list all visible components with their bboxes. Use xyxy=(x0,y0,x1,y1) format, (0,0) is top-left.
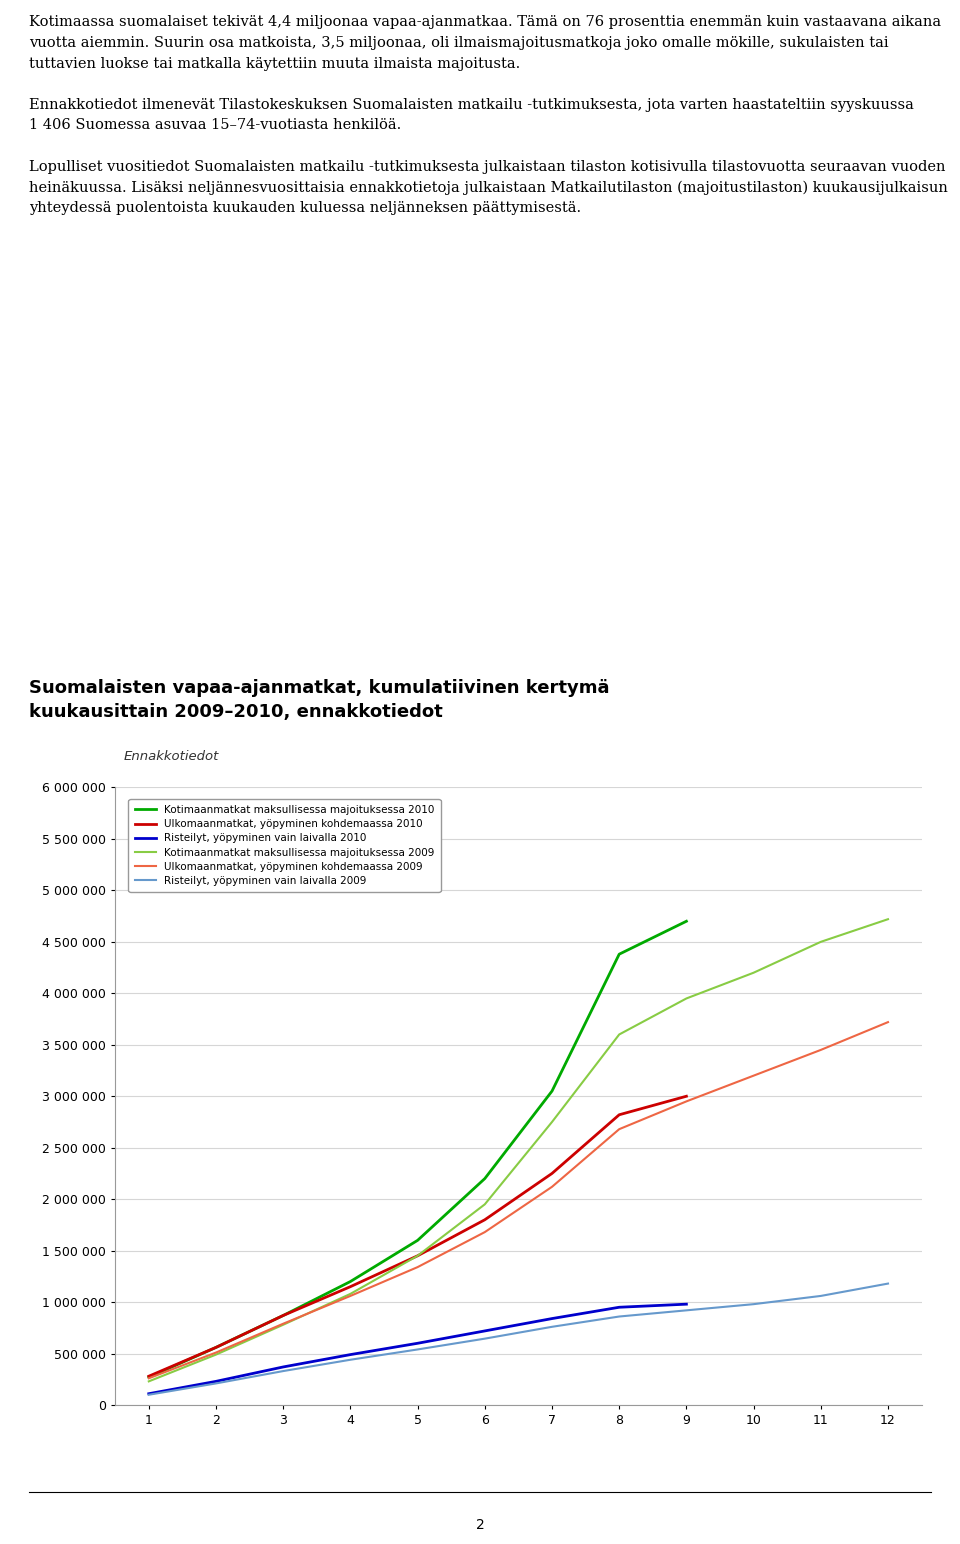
Legend: Kotimaanmatkat maksullisessa majoituksessa 2010, Ulkomaanmatkat, yöpyminen kohde: Kotimaanmatkat maksullisessa majoitukses… xyxy=(129,798,441,892)
Text: Ennakkotiedot: Ennakkotiedot xyxy=(123,750,219,763)
Text: Suomalaisten vapaa-ajanmatkat, kumulatiivinen kertymä
kuukausittain 2009–2010, e: Suomalaisten vapaa-ajanmatkat, kumulatii… xyxy=(29,679,610,721)
Text: 2: 2 xyxy=(475,1518,485,1533)
Text: Kotimaassa suomalaiset tekivät 4,4 miljoonaa vapaa-ajanmatkaa. Tämä on 76 prosen: Kotimaassa suomalaiset tekivät 4,4 miljo… xyxy=(29,15,948,216)
